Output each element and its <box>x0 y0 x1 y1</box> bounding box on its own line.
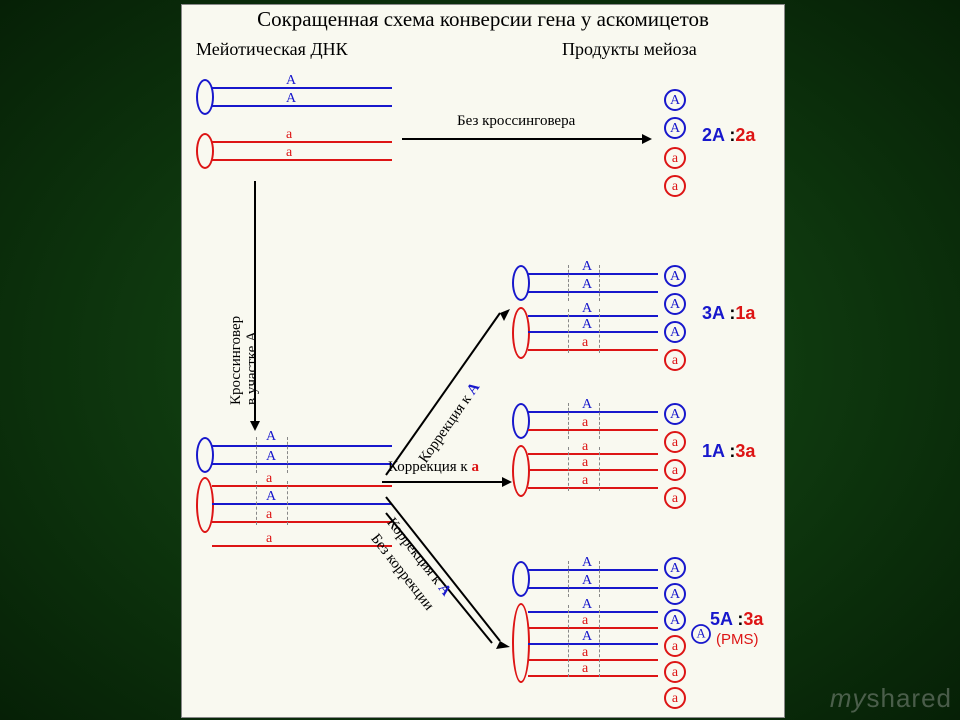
prod-1-A1: A <box>664 89 686 111</box>
ratio-4: 5A :3a <box>710 609 763 630</box>
diagram-panel: Сокращенная схема конверсии гена у аском… <box>181 4 785 718</box>
arrow-corr-a <box>382 475 512 489</box>
ratio-3: 1A :3a <box>702 441 755 462</box>
chrom-hetero-red2: a <box>196 537 396 557</box>
title: Сокращенная схема конверсии гена у аском… <box>182 7 784 32</box>
chrom-hetero-blue: A A <box>196 437 396 473</box>
header-right: Продукты мейоза <box>562 39 697 60</box>
ratio-1: 2A :2a <box>702 125 755 146</box>
watermark: myshared <box>830 683 952 714</box>
header-left: Мейотическая ДНК <box>196 39 348 60</box>
arrow-no-crossover <box>402 133 652 145</box>
label-no-crossover: Без кроссинговера <box>457 113 575 130</box>
chrom-initial-red: a a <box>196 133 396 169</box>
prod-1-A2: A <box>664 117 686 139</box>
chrom-hetero-mid: a A a <box>196 477 396 533</box>
label-pms: (PMS) <box>716 631 759 648</box>
label-crossover-l2: в участке A <box>244 331 261 405</box>
label-corr-a: Коррекция к a <box>388 459 479 476</box>
prod-1-a2: a <box>664 175 686 197</box>
arrow-corr-A <box>382 305 512 485</box>
label-crossover-l1: Кроссинговер <box>228 316 245 405</box>
prod-1-a1: a <box>664 147 686 169</box>
chrom-initial-blue: A A <box>196 79 396 115</box>
ratio-2: 3A :1a <box>702 303 755 324</box>
